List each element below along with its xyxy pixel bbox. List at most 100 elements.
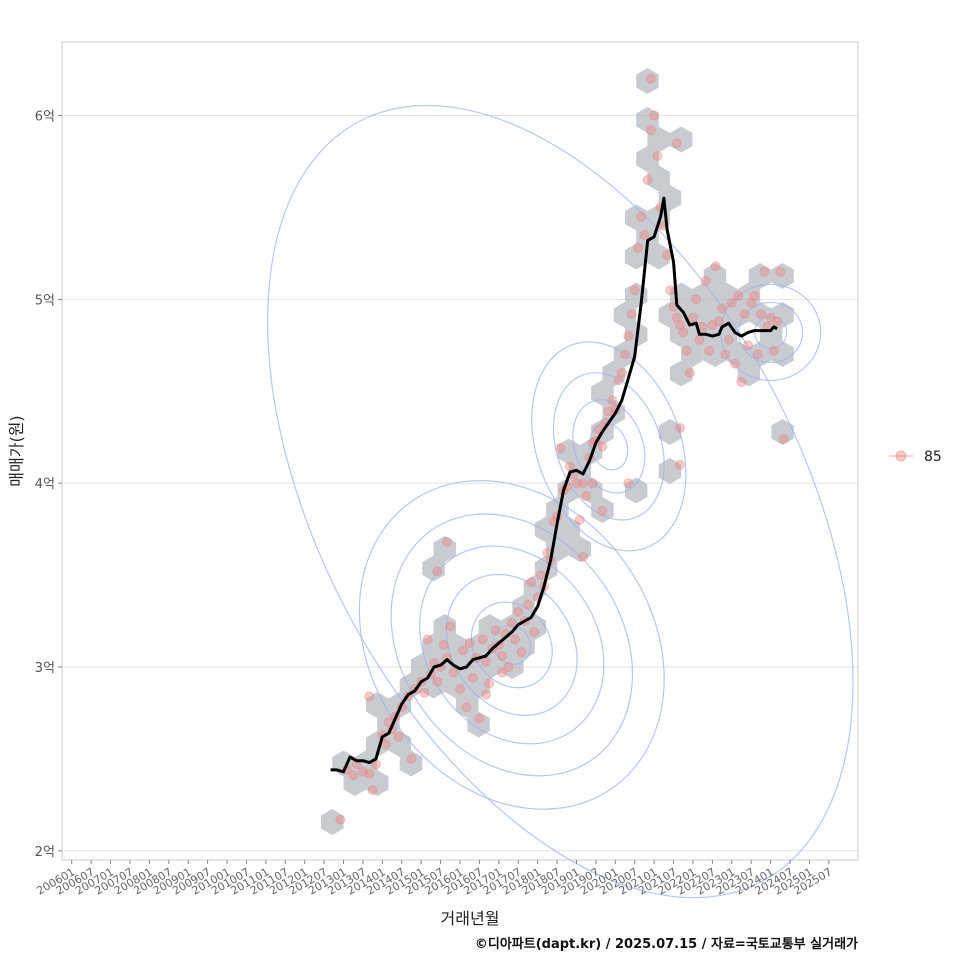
density-contour [572,399,646,494]
density-contour [358,480,665,810]
hexbin-cell [681,341,704,367]
data-point [480,689,491,700]
data-point [461,702,472,713]
data-point [535,570,546,581]
data-point [681,345,692,356]
hexbin-cell [343,770,366,796]
data-point [613,375,624,386]
hexbin-cell [433,536,456,562]
hexbin-cell [366,692,389,718]
data-point [506,617,517,628]
hexbin-cell [354,750,378,777]
y-tick-label: 2억 [35,845,55,860]
data-point [406,753,417,764]
data-point [626,309,637,320]
data-point [710,261,721,272]
data-point [746,298,757,308]
data-point [733,290,744,301]
hexbin-cell [703,263,727,289]
hexbin-cell [636,68,659,94]
data-point [581,491,592,501]
data-point [523,599,533,610]
data-point [438,639,449,650]
hexbin-cell [636,146,659,172]
hexbin-cell [771,302,794,328]
data-point [629,285,640,296]
density-contour [552,372,665,521]
data-point [513,606,524,617]
hexbin-cell [636,107,659,133]
hexbin-cell [444,633,468,660]
x-axis-title: 거래년월 [441,909,500,928]
data-point [723,334,734,345]
hexbin-cell [568,536,592,562]
hexbin-cell [411,653,434,679]
data-point [717,303,728,314]
hexbin-cell [669,126,693,153]
data-point [607,395,618,406]
hexbin-layer [320,68,794,835]
hexbin-cell [647,126,670,153]
plot-panel-border [61,41,859,861]
data-point [704,345,715,356]
hexbin-cell [422,555,445,582]
data-point [652,151,663,161]
hexbin-cell [366,770,389,796]
data-point [623,331,634,342]
y-tick-label: 5억 [35,293,55,308]
hexbin-cell [669,360,693,387]
hexbin-cell [636,224,659,250]
data-point [633,242,643,253]
data-point [730,358,740,369]
data-point [574,514,585,525]
data-point [772,316,783,327]
hexbin-cell [320,809,344,835]
hexbin-cell [771,419,794,445]
data-point [749,290,760,301]
scatter-points [335,73,789,825]
density-contours [267,104,854,899]
data-point [597,441,608,452]
data-point [649,110,660,121]
density-contour [470,601,553,689]
grid-lines [62,115,858,852]
hexbin-cell [613,302,637,328]
data-point [739,309,750,320]
data-point [578,551,588,562]
data-point [688,312,698,323]
density-contour [267,104,854,899]
data-point [587,478,598,489]
legend: 85 [889,449,942,465]
data-point [432,676,443,687]
chart-caption: ©디아파트(dapt.kr) / 2025.07.15 / 자료=국토교통부 실… [475,936,858,952]
data-point [442,537,453,547]
data-point [422,634,433,645]
data-point [393,731,404,742]
data-point [458,645,469,656]
data-point [578,478,588,489]
hexbin-cell [748,263,772,289]
trend-line [330,196,778,774]
data-point [620,349,630,360]
hexbin-cell [647,165,670,192]
hexbin-cell [422,633,445,660]
data-point [364,768,375,779]
data-point [642,174,653,185]
data-point [503,662,514,672]
hexbin-cell [534,555,558,582]
hexbin-cell [737,282,760,309]
hexbin-cell [546,497,569,523]
y-tick-label: 6억 [35,110,55,125]
y-axis-title: 매매가(원) [7,415,26,486]
data-point [645,73,656,84]
data-point [720,349,731,360]
data-point [623,478,634,489]
hexbin-cell [467,633,490,660]
data-point [752,349,763,360]
data-point [484,678,495,689]
data-point [639,230,650,240]
data-point [555,443,566,454]
hexbin-cell [456,692,479,718]
hexbin-cell [771,263,794,289]
